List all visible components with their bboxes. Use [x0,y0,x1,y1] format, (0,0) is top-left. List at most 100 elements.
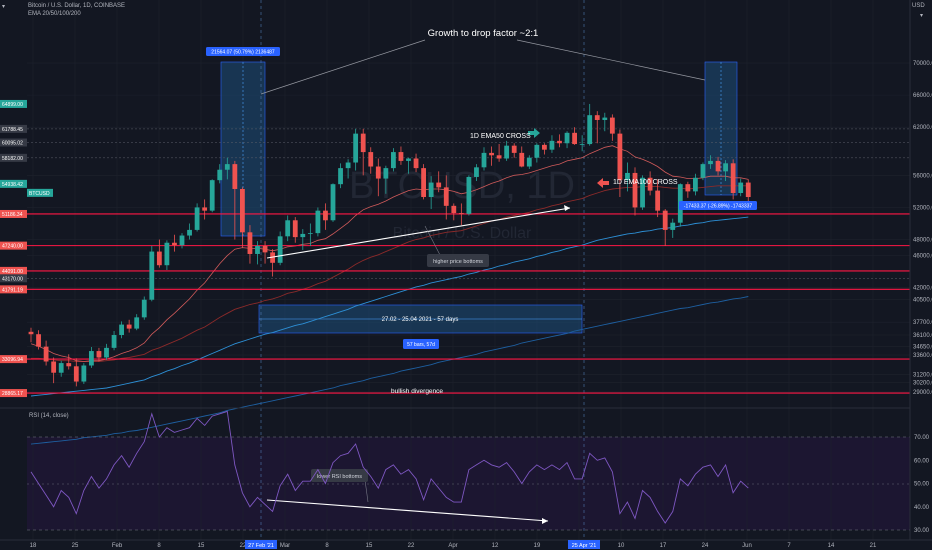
rsi-tick-label: 60.00 [914,458,930,464]
rsi-tick-label: 50.00 [914,482,930,488]
bars-tag-text: 57 bars, 57d [407,342,435,348]
bars-tag[interactable] [403,339,439,349]
time-axis[interactable]: 1825Feb81522Mar81522Apr1219May101724Jun7… [30,543,877,549]
candle-body [421,168,426,198]
price-level-tag [0,355,27,364]
candle-body [262,245,268,253]
candle-body [156,251,162,266]
price-axis[interactable]: 70000.00 66000.00 62000.00 56000.00 52000.00… [913,61,932,396]
candle-body [481,152,487,168]
time-tick-label: 21 [870,543,877,549]
price-level-tag [0,266,27,275]
candle-body [89,351,94,366]
candle-body [240,188,245,233]
price-tick-label: 30200.00 [913,380,932,386]
candles [28,103,751,387]
candle-body [662,210,668,230]
price-level-tag [0,241,27,250]
ema20-line [30,145,749,362]
candle-body [217,169,223,181]
drop-measure-tag[interactable] [679,201,757,210]
time-highlight-apr25[interactable] [568,540,600,549]
level-price-tags: 64899.00 61788.45 60095.02 58182.00 54938.42… [0,99,53,398]
currency-label[interactable]: USD [912,3,925,9]
price-level-tag-text: 33096.94 [2,357,23,363]
growth-measure-tag[interactable] [206,47,280,56]
collapse-icon[interactable]: ▾ [2,4,6,10]
price-level-tag-text: 44091.00 [2,269,23,275]
candle-body [345,162,351,169]
candle-body [58,363,64,373]
btcusd-tag [27,188,53,197]
time-highlight-feb27[interactable] [245,540,277,549]
candle-body [172,242,177,246]
time-tick-label: Apr [448,543,457,549]
price-tick-label: 40500.00 [913,298,932,304]
lower-rsi-callout[interactable] [311,469,368,482]
candle-body [43,346,49,362]
price-tick-label: 33600.00 [913,353,932,359]
price-tick-label: 34650.00 [913,345,932,351]
price-level-tag-text: 54938.42 [2,182,23,188]
symbol-title[interactable]: Bitcoin / U.S. Dollar, 1D, COINBASE [28,3,126,9]
rsi-axis[interactable]: 70.00 60.00 50.00 40.00 30.00 [914,435,930,534]
rsi-tick-label: 30.00 [914,528,930,534]
rsi-polyline [30,410,749,524]
candle-body [549,140,555,150]
candle-body [640,177,645,208]
candle-body [307,233,313,234]
growth-line-right [516,39,706,81]
candle-body [375,166,381,179]
candle-body [451,205,457,214]
candle-body [28,331,34,335]
price-tick-label: 42000.00 [913,286,932,292]
rsi-line [30,410,749,524]
ema100-cross-label[interactable]: 1D EMA100 CROSS [613,179,678,186]
time-tick-label: 14 [828,543,835,549]
price-tick-label: 48000.00 [913,238,932,244]
lock-icon[interactable]: ▾ [920,13,924,19]
candle-body [534,144,540,158]
candle-body [655,190,661,211]
candle-body [693,177,698,192]
ema-lines [30,145,749,445]
candle-body [594,115,600,120]
higher-bottoms-text: higher price bottoms [433,259,483,265]
lower-rsi-arrowhead [542,518,548,524]
candle-body [496,155,502,159]
ema50-cross-label[interactable]: 1D EMA50 CROSS [470,133,531,140]
price-tick-label: 66000.00 [913,93,932,99]
candle-body [526,157,532,167]
drop-measure-text: -17433.37 (-26.89%) -1743337 [684,204,753,210]
price-level-tag-text: 51186.34 [2,212,23,218]
price-level-tag-text: 47240.00 [2,244,23,250]
candle-body [579,144,585,145]
price-level-tag [0,124,27,133]
candle-body [443,187,449,206]
rsi-tick-label: 40.00 [914,505,930,511]
price-tick-label: 56000.00 [913,173,932,179]
lower-rsi-text: lower RSI bottoms [317,474,362,480]
candle-body [685,184,691,192]
time-tick-label: 12 [492,543,499,549]
candle-body [81,365,87,382]
candle-body [353,133,359,163]
candle-body [738,182,744,193]
candle-body [338,168,343,185]
price-level-tag [0,285,27,294]
price-tick-label: 62000.00 [913,125,932,131]
price-level-tag-text: 28865.17 [2,391,23,397]
candle-body [255,245,260,254]
growth-measure-text: 21564.07 (50.79%) 2136487 [211,50,275,56]
growth-annotation[interactable]: Growth to drop factor ~2:1 [428,28,539,39]
indicator-legend[interactable]: EMA 20/50/100/200 [28,11,81,17]
bullish-divergence-label[interactable]: bullish divergence [391,388,443,395]
higher-bottoms-callout[interactable] [427,254,489,267]
candle-body [300,233,306,238]
candle-body [398,152,404,161]
price-axis-bg [910,0,932,550]
candle-body [134,317,140,329]
rsi-label: RSI (14, close) [29,413,69,419]
